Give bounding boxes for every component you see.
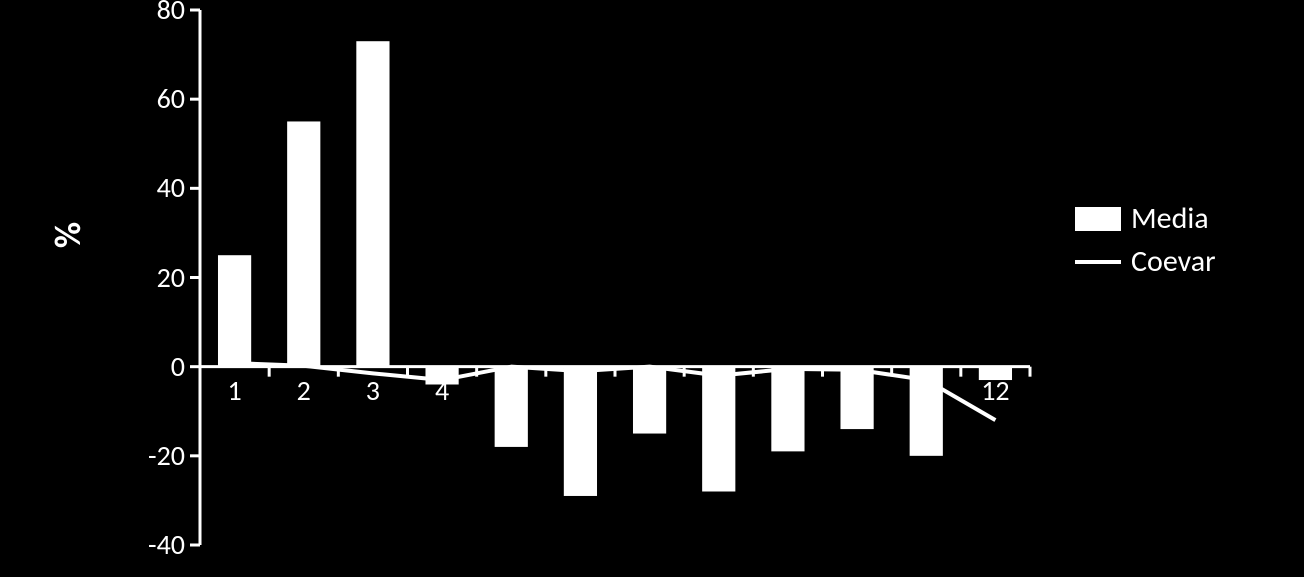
x-tick-label: 4: [412, 373, 472, 408]
x-tick-label: 1: [205, 373, 265, 408]
y-tick-label: -40: [115, 527, 185, 562]
y-tick-label: 0: [115, 349, 185, 384]
x-tick-label: 5: [481, 373, 541, 408]
bar: [287, 121, 320, 366]
y-tick-label: 20: [115, 260, 185, 295]
y-tick-label: 80: [115, 0, 185, 27]
x-tick-label: 3: [343, 373, 403, 408]
y-axis-label: %: [46, 222, 90, 248]
legend-item-coevar: Coevar: [1075, 243, 1216, 280]
x-tick-label: 10: [827, 373, 887, 408]
x-tick-label: 8: [689, 373, 749, 408]
y-tick-label: 60: [115, 81, 185, 116]
legend-label-coevar: Coevar: [1131, 243, 1216, 280]
x-tick-label: 11: [896, 373, 956, 408]
x-tick-label: 9: [758, 373, 818, 408]
y-tick-label: -20: [115, 438, 185, 473]
x-tick-label: 12: [965, 373, 1025, 408]
x-tick-label: 7: [620, 373, 680, 408]
legend-label-media: Media: [1131, 200, 1209, 237]
bar: [356, 41, 389, 366]
chart-svg: [0, 0, 1304, 577]
legend-swatch-line: [1075, 260, 1121, 264]
legend: Media Coevar: [1075, 200, 1216, 280]
chart-container: % -40-20020406080 123456789101112 Media …: [0, 0, 1304, 577]
legend-item-media: Media: [1075, 200, 1216, 237]
y-tick-label: 40: [115, 170, 185, 205]
x-tick-label: 2: [274, 373, 334, 408]
x-tick-label: 6: [550, 373, 610, 408]
bar: [218, 255, 251, 366]
legend-swatch-bar: [1075, 207, 1121, 231]
